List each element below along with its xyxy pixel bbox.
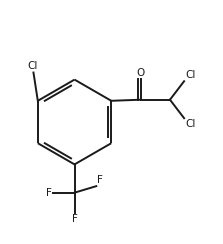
Text: Cl: Cl bbox=[185, 70, 196, 80]
Text: Cl: Cl bbox=[27, 61, 37, 71]
Text: F: F bbox=[46, 188, 52, 198]
Text: O: O bbox=[136, 68, 145, 78]
Text: Cl: Cl bbox=[185, 119, 196, 129]
Text: F: F bbox=[72, 214, 77, 224]
Text: F: F bbox=[97, 175, 103, 185]
